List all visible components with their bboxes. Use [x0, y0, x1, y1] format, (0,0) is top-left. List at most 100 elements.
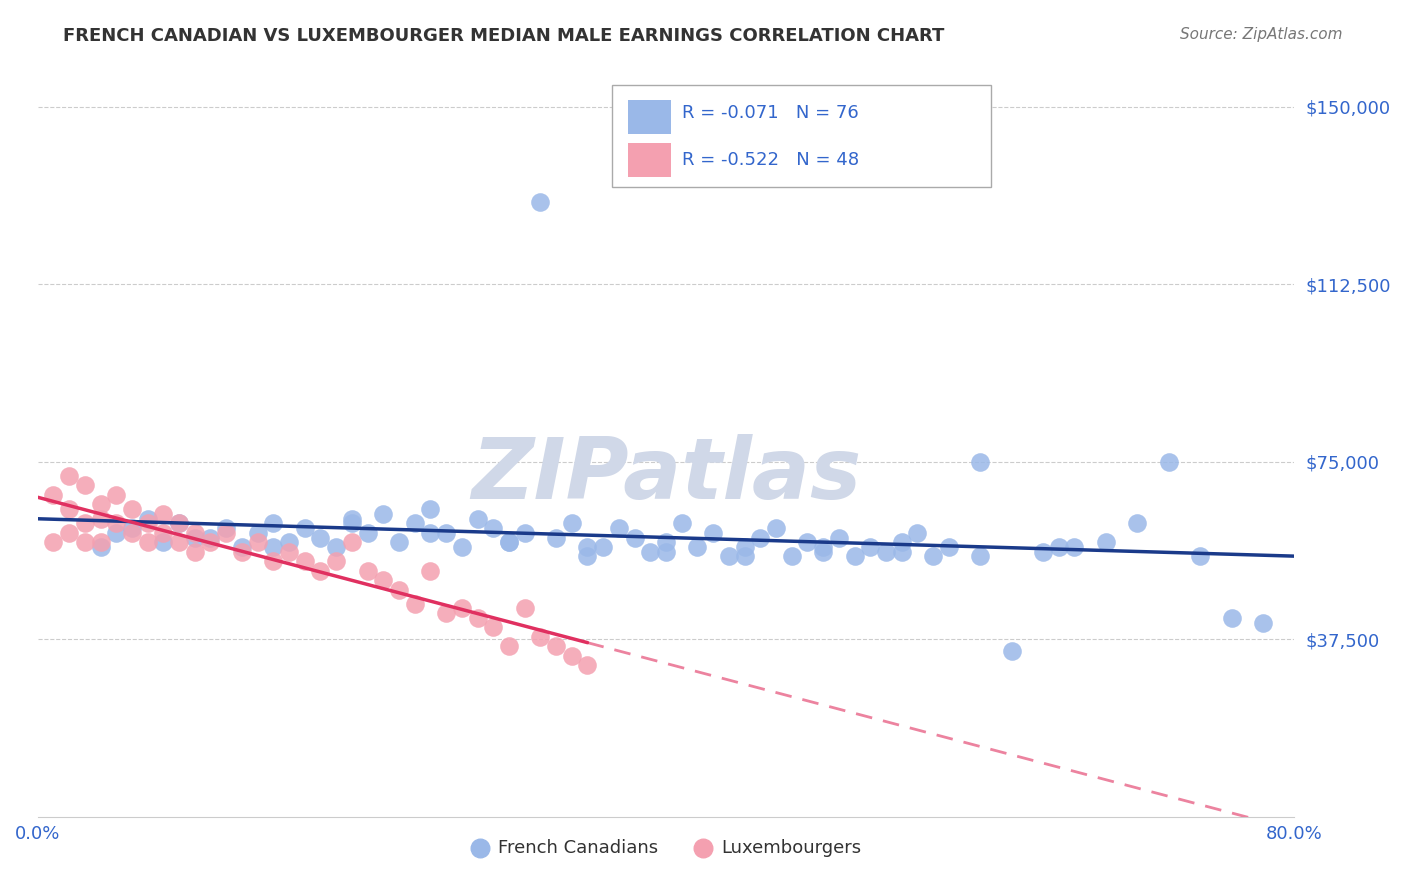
Point — [434, 525, 457, 540]
Text: Source: ZipAtlas.com: Source: ZipAtlas.com — [1180, 27, 1343, 42]
Point — [875, 544, 897, 558]
Point — [1001, 644, 1024, 658]
Point — [780, 549, 803, 564]
Point — [184, 531, 207, 545]
Point — [184, 544, 207, 558]
Point — [1095, 535, 1118, 549]
Point — [167, 516, 190, 531]
Point — [309, 531, 332, 545]
Point — [796, 535, 818, 549]
Point — [419, 564, 441, 578]
Point — [294, 554, 316, 568]
Point — [450, 540, 472, 554]
Point — [1220, 611, 1243, 625]
Point — [905, 525, 928, 540]
Point — [42, 488, 65, 502]
Point — [734, 540, 756, 554]
Point — [1251, 615, 1274, 630]
Point — [844, 549, 866, 564]
Point — [498, 640, 520, 654]
Point — [969, 455, 991, 469]
Point — [373, 507, 395, 521]
Point — [262, 540, 284, 554]
Point — [513, 525, 536, 540]
Point — [246, 535, 269, 549]
Point — [373, 573, 395, 587]
Point — [246, 525, 269, 540]
Point — [136, 511, 159, 525]
Point — [450, 601, 472, 615]
Point — [278, 544, 301, 558]
Text: R = -0.071   N = 76: R = -0.071 N = 76 — [682, 104, 859, 122]
Point — [561, 648, 583, 663]
Point — [576, 549, 599, 564]
Text: ZIPatlas: ZIPatlas — [471, 434, 860, 517]
Point — [309, 564, 332, 578]
Point — [890, 535, 912, 549]
Point — [215, 525, 238, 540]
Point — [356, 564, 378, 578]
Point — [482, 620, 505, 634]
Point — [969, 549, 991, 564]
Point — [105, 488, 128, 502]
Point — [811, 544, 834, 558]
Point — [89, 540, 111, 554]
Point — [325, 554, 347, 568]
Legend: French Canadians, Luxembourgers: French Canadians, Luxembourgers — [464, 832, 869, 864]
Point — [136, 516, 159, 531]
Point — [58, 469, 80, 483]
Point — [1047, 540, 1070, 554]
Point — [200, 531, 222, 545]
Point — [546, 531, 568, 545]
Point — [340, 511, 363, 525]
Point — [73, 535, 96, 549]
Point — [136, 535, 159, 549]
Point — [717, 549, 740, 564]
Point — [89, 535, 111, 549]
Point — [592, 540, 614, 554]
Point — [73, 478, 96, 492]
Point — [167, 535, 190, 549]
Point — [356, 525, 378, 540]
Point — [513, 601, 536, 615]
Point — [546, 640, 568, 654]
Point — [419, 502, 441, 516]
Point — [294, 521, 316, 535]
Point — [278, 535, 301, 549]
Point — [167, 516, 190, 531]
Point — [467, 511, 489, 525]
Point — [686, 540, 709, 554]
Point — [749, 531, 772, 545]
Point — [938, 540, 960, 554]
Point — [623, 531, 645, 545]
Point — [231, 544, 253, 558]
Point — [702, 525, 724, 540]
Point — [529, 630, 551, 644]
Point — [121, 502, 143, 516]
Point — [152, 535, 174, 549]
Text: FRENCH CANADIAN VS LUXEMBOURGER MEDIAN MALE EARNINGS CORRELATION CHART: FRENCH CANADIAN VS LUXEMBOURGER MEDIAN M… — [63, 27, 945, 45]
Point — [340, 535, 363, 549]
Point — [200, 535, 222, 549]
Point — [231, 540, 253, 554]
Point — [922, 549, 945, 564]
Point — [498, 535, 520, 549]
Point — [215, 521, 238, 535]
Point — [529, 194, 551, 209]
Point — [152, 525, 174, 540]
Point — [262, 516, 284, 531]
Point — [89, 497, 111, 511]
Point — [890, 544, 912, 558]
Point — [184, 525, 207, 540]
Point — [388, 582, 411, 597]
Point — [58, 502, 80, 516]
Point — [607, 521, 630, 535]
Point — [152, 507, 174, 521]
Point — [404, 597, 426, 611]
Point — [42, 535, 65, 549]
Point — [105, 516, 128, 531]
Point — [434, 606, 457, 620]
Y-axis label: Median Male Earnings: Median Male Earnings — [0, 347, 8, 529]
Point — [498, 535, 520, 549]
Point — [655, 535, 678, 549]
